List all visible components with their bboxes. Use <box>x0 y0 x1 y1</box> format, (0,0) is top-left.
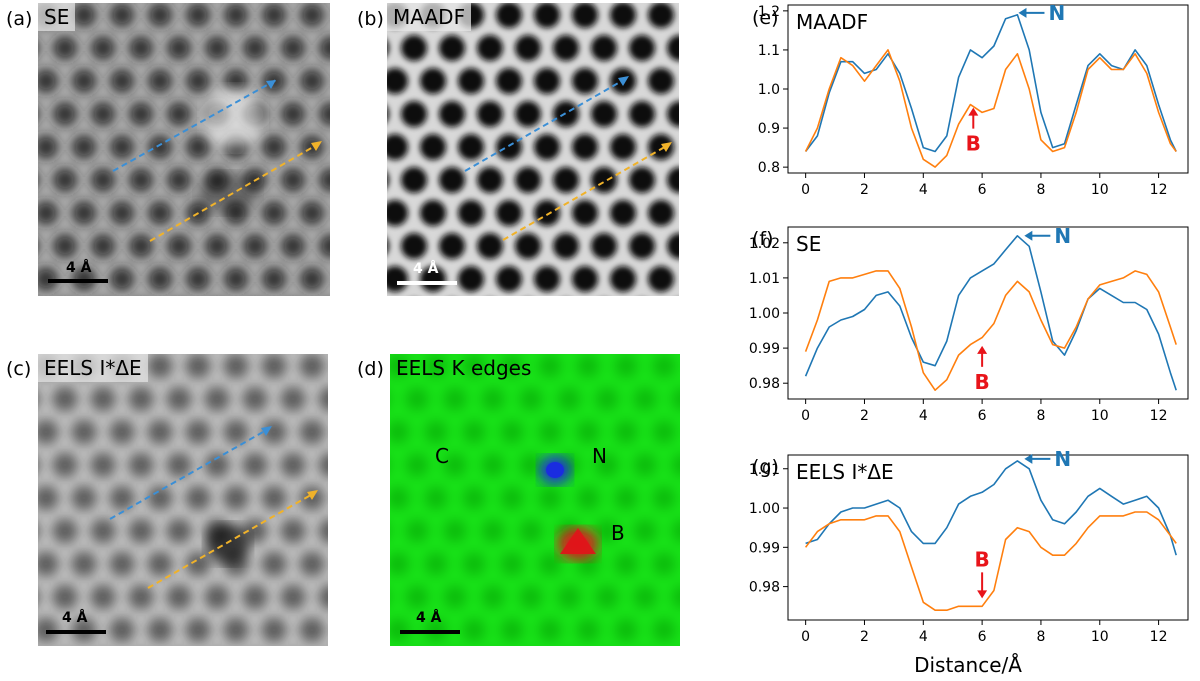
x-tick-label: 6 <box>978 182 987 198</box>
x-tick-label: 4 <box>919 408 928 424</box>
se-image <box>38 3 330 296</box>
x-tick-label: 10 <box>1091 629 1109 645</box>
element-label-n: N <box>592 444 607 468</box>
eels-k-edges-map-panel: EELS K edges C N B 4 Å <box>390 354 680 646</box>
y-tick-label: 1.00 <box>749 306 780 322</box>
y-tick-label: 0.9 <box>758 121 780 137</box>
annotation-b: B <box>974 547 990 599</box>
y-tick-label: 1.1 <box>758 43 780 59</box>
scale-bar <box>400 630 460 634</box>
x-tick-label: 2 <box>860 408 869 424</box>
x-tick-label: 12 <box>1150 408 1168 424</box>
annotation-b: B <box>974 345 990 394</box>
maadf-image <box>387 3 679 296</box>
panel-letter-c: (c) <box>6 358 32 380</box>
svg-text:B: B <box>974 370 989 394</box>
scale-label: 4 Å <box>66 260 92 276</box>
x-axis-label: Distance/Å <box>914 653 1022 677</box>
series-line-orange <box>804 270 1177 392</box>
x-tick-label: 8 <box>1036 629 1045 645</box>
y-tick-label: 0.8 <box>758 160 780 176</box>
maadf-image-panel: MAADF 4 Å <box>387 3 679 296</box>
panel-letter-b: (b) <box>357 8 384 30</box>
x-tick-label: 8 <box>1036 408 1045 424</box>
scale-label: 4 Å <box>413 261 439 277</box>
chart-eels-i-e: (g) EELS I*ΔE 0 2 4 6 8 10 12 0.98 0.99 1.00 1.01 N B D… <box>749 447 1189 677</box>
x-tick-label: 6 <box>978 629 987 645</box>
y-tick-label: 1.00 <box>749 501 780 517</box>
eels-intensity-image-panel: EELS I*ΔE 4 Å <box>38 354 328 646</box>
chart-title: EELS I*ΔE <box>796 460 894 484</box>
annotation-b: B <box>966 107 981 156</box>
svg-text:B: B <box>966 132 981 156</box>
scale-bar <box>48 279 108 283</box>
x-tick-label: 8 <box>1036 182 1045 198</box>
x-tick-label: 2 <box>860 629 869 645</box>
svg-text:B: B <box>974 547 989 571</box>
x-tick-label: 2 <box>860 182 869 198</box>
element-label-b: B <box>611 521 625 545</box>
y-tick-label: 1.0 <box>758 82 780 98</box>
x-tick-label: 12 <box>1150 182 1168 198</box>
annotation-n: N <box>1024 224 1071 248</box>
x-tick-label: 4 <box>919 629 928 645</box>
series-line-blue <box>805 460 1177 556</box>
series-line-blue <box>804 14 1177 153</box>
y-tick-label: 0.98 <box>749 580 780 596</box>
y-tick-label: 1.2 <box>758 4 780 20</box>
scale-label: 4 Å <box>416 610 442 626</box>
y-tick-label: 0.99 <box>749 540 780 556</box>
chart-letter: (f) <box>752 228 774 250</box>
y-tick-label: 1.02 <box>749 236 780 252</box>
x-tick-label: 0 <box>801 408 810 424</box>
x-tick-label: 0 <box>801 182 810 198</box>
chart-letter: (g) <box>752 456 779 478</box>
eels-k-edges-map <box>390 354 680 646</box>
panel-letter-a: (a) <box>6 8 33 30</box>
scale-bar <box>397 281 457 285</box>
annotation-n: N <box>1024 447 1071 471</box>
x-tick-label: 4 <box>919 182 928 198</box>
svg-text:N: N <box>1048 1 1065 25</box>
panel-letter-d: (d) <box>357 358 384 380</box>
maadf-image-label: MAADF <box>387 3 472 31</box>
series-line-orange <box>804 49 1177 168</box>
plot-frame <box>787 454 1189 621</box>
annotation-n: N <box>1018 1 1065 25</box>
series-line-blue <box>804 235 1177 391</box>
x-tick-label: 12 <box>1150 629 1168 645</box>
x-tick-label: 10 <box>1091 408 1109 424</box>
element-label-c: C <box>435 444 449 468</box>
y-tick-label: 1.01 <box>749 462 780 478</box>
y-tick-label: 0.98 <box>749 376 780 392</box>
svg-text:N: N <box>1054 224 1071 248</box>
chart-title: SE <box>796 232 821 256</box>
scale-bar <box>46 630 106 634</box>
chart-title: MAADF <box>796 10 868 34</box>
y-tick-label: 1.01 <box>749 271 780 287</box>
eels-k-edges-label: EELS K edges <box>396 356 532 380</box>
x-tick-label: 6 <box>978 408 987 424</box>
se-image-label: SE <box>38 3 76 31</box>
chart-letter: (e) <box>752 7 779 29</box>
scale-label: 4 Å <box>62 610 88 626</box>
se-image-panel: SE 4 Å <box>38 3 330 296</box>
chart-se: (f) SE 0 2 4 6 8 10 12 0.98 0.99 1.00 1.01 1.02 N B <box>749 224 1189 424</box>
x-tick-label: 0 <box>801 629 810 645</box>
x-tick-label: 10 <box>1091 182 1109 198</box>
eels-intensity-image-label: EELS I*ΔE <box>38 354 148 382</box>
y-tick-label: 0.99 <box>749 341 780 357</box>
eels-intensity-image <box>38 354 328 646</box>
chart-maadf: (e) MAADF 0 2 4 6 8 10 12 0.8 0.9 1.0 1.1 1.2 N B <box>752 1 1189 198</box>
series-line-orange <box>804 511 1177 612</box>
svg-text:N: N <box>1054 447 1071 471</box>
